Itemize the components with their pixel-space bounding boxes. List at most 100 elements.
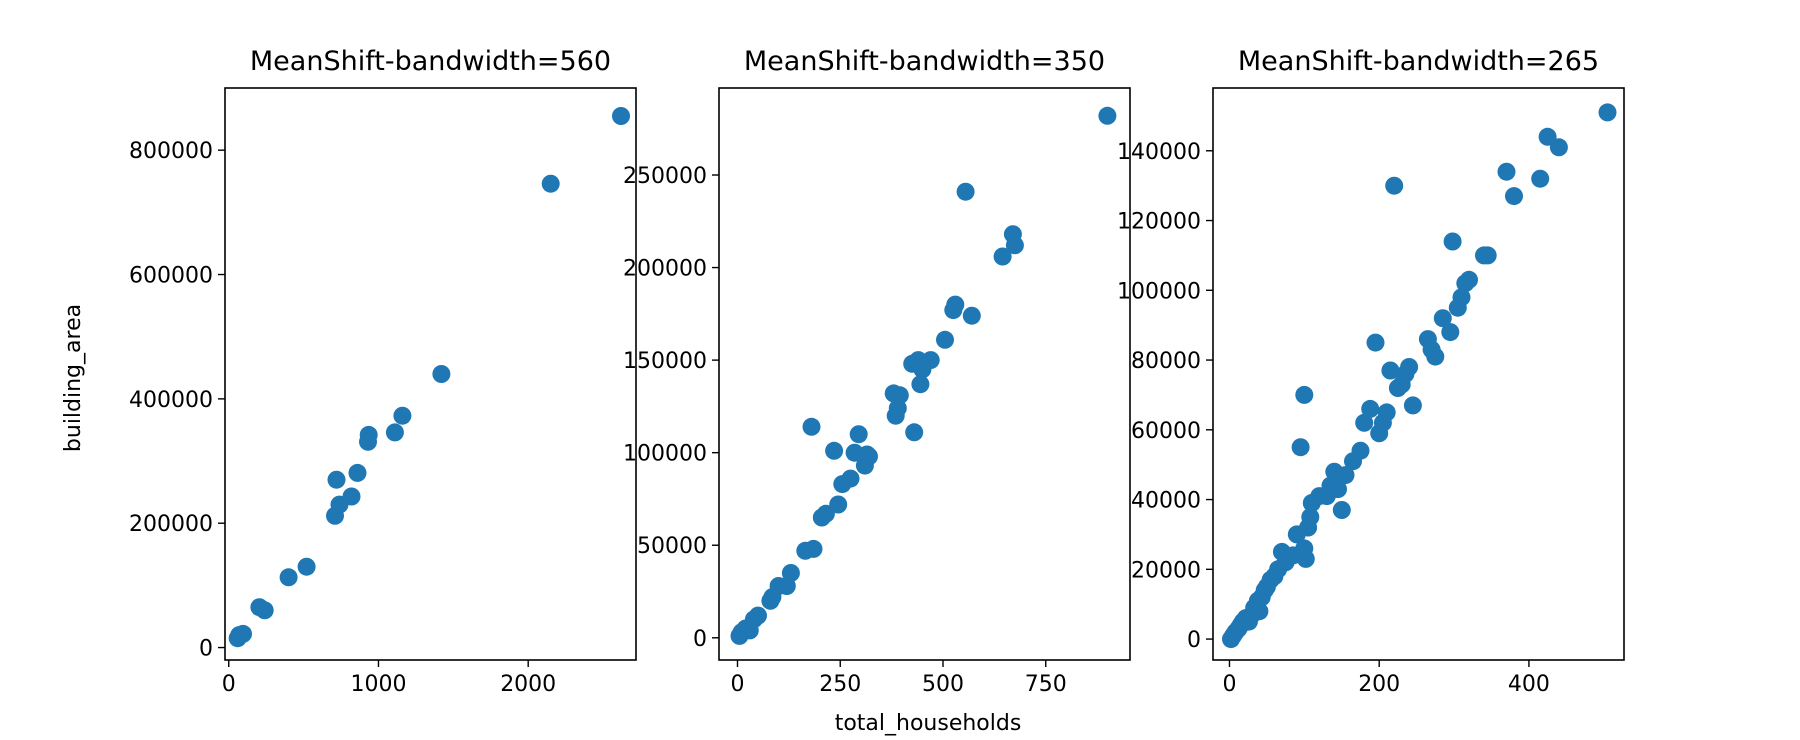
scatter-point: [890, 386, 909, 405]
scatter-point: [1381, 361, 1400, 380]
scatter-point: [327, 470, 346, 489]
scatter-point: [1549, 138, 1568, 157]
scatter-point: [1366, 333, 1385, 352]
axes-frame: [718, 87, 1131, 661]
scatter-point: [1098, 106, 1117, 125]
scatter-point: [781, 564, 800, 582]
x-tick-label: 0: [222, 672, 236, 697]
scatter-point: [359, 425, 378, 444]
scatter-point: [921, 351, 940, 370]
x-tick-label: 2000: [500, 672, 556, 697]
scatter-point: [849, 425, 868, 444]
scatter-point: [816, 504, 835, 523]
subplot-2: 0 250 500 750 0 50000 100000 150000 200000 250000…: [623, 46, 1131, 697]
x-tick-label: 0: [730, 672, 744, 697]
scatter-point: [993, 247, 1012, 266]
x-tick-label: 400: [1508, 672, 1550, 697]
figure-ylabel: building_area: [61, 304, 86, 452]
scatter-point: [749, 606, 767, 625]
x-tick-label: 750: [1025, 672, 1067, 697]
scatter-point: [946, 295, 965, 314]
axes-frame: [224, 87, 637, 661]
scatter-point: [936, 330, 954, 349]
scatter-point: [802, 417, 821, 436]
scatter-point: [1377, 403, 1396, 422]
scatter-point: [1460, 270, 1478, 289]
scatter-point: [297, 557, 316, 576]
y-tick-label: 400000: [129, 388, 213, 413]
y-tick-label: 60000: [1131, 419, 1201, 444]
scatter-point: [1301, 508, 1320, 526]
y-tick-label: 140000: [1117, 140, 1201, 165]
scatter-point: [1250, 602, 1269, 621]
scatter-point: [905, 423, 924, 442]
scatter-point: [1403, 396, 1422, 415]
scatter-point: [1295, 385, 1314, 404]
scatter-series: [730, 106, 1117, 645]
y-tick-label: 0: [1187, 628, 1201, 653]
x-tick-label: 200: [1358, 672, 1400, 697]
scatter-point: [1385, 176, 1404, 195]
scatter-point: [1478, 246, 1497, 265]
scatter-point: [1291, 438, 1310, 457]
scatter-point: [348, 463, 367, 482]
scatter-point: [541, 174, 560, 193]
scatter-point: [1351, 441, 1370, 460]
scatter-series: [1222, 103, 1617, 649]
y-tick-label: 20000: [1131, 558, 1201, 583]
scatter-point: [1361, 399, 1380, 418]
scatter-point: [393, 406, 412, 425]
scatter-point: [841, 469, 860, 488]
scatter-point: [1598, 103, 1617, 122]
scatter-point: [1355, 413, 1374, 432]
scatter-point: [911, 375, 930, 394]
y-tick-label: 100000: [1117, 279, 1201, 304]
y-tick-label: 150000: [623, 349, 707, 374]
scatter-point: [962, 306, 981, 325]
scatter-point: [432, 365, 451, 383]
x-tick-label: 0: [1222, 672, 1236, 697]
subplot-title: MeanShift-bandwidth=560: [250, 46, 611, 77]
scatter-point: [279, 568, 298, 587]
scatter-point: [612, 107, 630, 125]
scatter-point: [825, 441, 844, 460]
y-tick-label: 600000: [129, 264, 213, 289]
scatter-point: [804, 539, 823, 558]
scatter-point: [1452, 288, 1471, 307]
scatter-point: [234, 624, 252, 643]
y-tick-label: 200000: [623, 257, 707, 282]
y-tick-label: 0: [693, 627, 707, 652]
subplot-title: MeanShift-bandwidth=350: [744, 46, 1105, 77]
y-tick-label: 40000: [1131, 489, 1201, 514]
y-tick-label: 250000: [623, 164, 707, 189]
scatter-series: [228, 107, 630, 648]
scatter-point: [1538, 127, 1557, 146]
scatter-point: [1443, 232, 1462, 251]
y-tick-label: 0: [199, 637, 213, 662]
subplot-3: 0 200 400 0 20000 40000 60000 80000 100000 120000…: [1117, 46, 1625, 697]
scatter-point: [1400, 358, 1419, 376]
scatter-point: [1433, 309, 1452, 328]
y-tick-label: 120000: [1117, 210, 1201, 235]
scatter-point: [1296, 549, 1315, 568]
subplots: 0 1000 20000200000400000600000800000MeanSh…: [129, 46, 1625, 697]
scatter-point: [255, 601, 274, 620]
x-tick-label: 500: [922, 672, 964, 697]
scatter-point: [956, 182, 975, 201]
x-tick-label: 1000: [350, 672, 406, 697]
axes-frame: [1212, 87, 1625, 661]
y-tick-label: 80000: [1131, 349, 1201, 374]
y-tick-label: 800000: [129, 139, 213, 164]
scatter-point: [1505, 187, 1523, 206]
subplot-1: 0 1000 2000 0 200000 400000 600000 800000 MeanSh…: [129, 46, 637, 697]
subplot-title: MeanShift-bandwidth=265: [1238, 46, 1599, 77]
x-tick-label: 250: [819, 672, 861, 697]
scatter-point: [1426, 347, 1445, 366]
scatter-point: [1497, 162, 1516, 181]
y-tick-label: 200000: [129, 512, 213, 537]
scatter-point: [860, 447, 878, 466]
scatter-point: [1531, 169, 1550, 188]
y-tick-label: 50000: [637, 534, 707, 559]
